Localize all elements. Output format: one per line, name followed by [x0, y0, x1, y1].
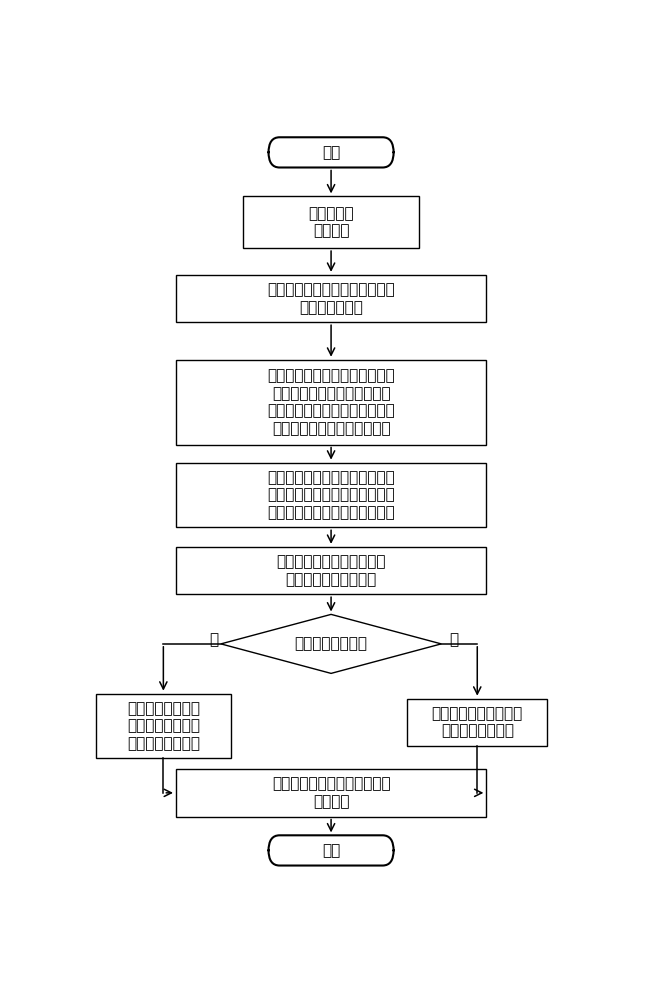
Text: 按顺序遍历一级子
节点，根据其指纹
生成该节点的指纹: 按顺序遍历一级子 节点，根据其指纹 生成该节点的指纹: [127, 701, 200, 751]
Bar: [176, 360, 486, 445]
Text: 对函数段和原子段，进行归一化
处理，封装为函数节点和中间节
点，并将父节点和子节点做关联: 对函数段和原子段，进行归一化 处理，封装为函数节点和中间节 点，并将父节点和子节…: [267, 470, 395, 520]
Bar: [244, 196, 419, 248]
Bar: [176, 463, 486, 527]
Text: 所有的函数段遍历结束后，
对于每个节点进行遍历: 所有的函数段遍历结束后， 对于每个节点进行遍历: [276, 554, 386, 587]
Bar: [407, 699, 547, 746]
Text: 深度优先遍历函数段的中间代码
段和原子代码段: 深度优先遍历函数段的中间代码 段和原子代码段: [267, 282, 395, 315]
Bar: [96, 694, 231, 758]
Text: 是: 是: [449, 632, 458, 647]
Text: 该节点为原子节点: 该节点为原子节点: [295, 636, 368, 651]
Text: 开始: 开始: [322, 145, 340, 160]
Polygon shape: [221, 614, 441, 673]
Text: 对该节点做哈希计算，
生成该节点的指纹: 对该节点做哈希计算， 生成该节点的指纹: [432, 706, 523, 739]
Text: 对于每个原子段，将该段代码的
输入参数，输出参数，计算操
作，对其他函数的调用进行归一
化处理，封装为一个原子节点: 对于每个原子段，将该段代码的 输入参数，输出参数，计算操 作，对其他函数的调用进…: [267, 368, 395, 436]
Bar: [176, 275, 486, 322]
FancyBboxPatch shape: [269, 137, 393, 167]
FancyBboxPatch shape: [269, 835, 393, 866]
Bar: [176, 547, 486, 594]
Text: 结束: 结束: [322, 843, 340, 858]
Bar: [176, 769, 486, 817]
Text: 将代码拆分
为函数段: 将代码拆分 为函数段: [308, 206, 354, 238]
Text: 将节点按指纹作为键值存储在
数据库中: 将节点按指纹作为键值存储在 数据库中: [272, 777, 390, 809]
Text: 否: 否: [209, 632, 218, 647]
